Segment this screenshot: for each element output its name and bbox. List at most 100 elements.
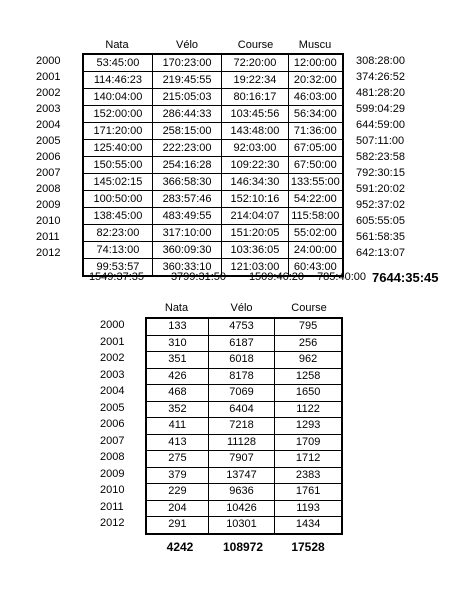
hours-cell: 138:45:00 — [81, 207, 153, 225]
hours-cell: 222:23:00 — [151, 139, 223, 157]
row-total: 605:55:05 — [356, 215, 405, 227]
distance-table: 133 4753 795 310 6187 256 351 6018 962 426 8178 125… — [144, 317, 344, 535]
hours-cell: 19:22:34 — [221, 71, 289, 89]
year-label: 2011 — [36, 231, 60, 243]
distance-cell: 1258 — [274, 367, 344, 385]
distance-col-header-course: Course — [291, 302, 327, 314]
hours-cell: 219:45:55 — [151, 71, 223, 89]
year-label: 2001 — [36, 71, 61, 83]
year-label: 2009 — [100, 467, 125, 480]
row-total: 591:20:02 — [356, 183, 405, 195]
hours-table: 53:45:00 170:23:00 72:20:00 12:00:00 114:46:… — [81, 53, 344, 277]
distance-cell: 6187 — [207, 334, 276, 352]
hours-cell: 72:20:00 — [221, 53, 289, 72]
year-label: 2003 — [100, 368, 125, 381]
distance-total-nata: 4242 — [166, 540, 194, 554]
hours-cell: 24:00:00 — [287, 241, 344, 259]
hours-cell: 286:44:33 — [151, 105, 223, 123]
hours-cell: 283:57:46 — [151, 190, 223, 208]
distance-cell: 4753 — [207, 317, 276, 336]
distance-cell: 229 — [144, 483, 209, 501]
hours-total-muscu: 785:40:00 — [317, 271, 366, 283]
hours-row: 100:50:00 283:57:46 152:10:16 54:22:00 — [81, 190, 344, 208]
hours-row: 53:45:00 170:23:00 72:20:00 12:00:00 — [81, 53, 344, 72]
hours-cell: 125:40:00 — [81, 139, 153, 157]
distance-cell: 468 — [144, 384, 209, 402]
distance-cell: 426 — [144, 367, 209, 385]
year-label: 2006 — [100, 418, 125, 430]
distance-col-header-velo: Vélo — [230, 302, 253, 314]
distance-cell: 411 — [144, 417, 209, 435]
distance-row: 468 7069 1650 — [144, 384, 344, 402]
hours-total-nata: 1549:37:35 — [88, 271, 144, 283]
hours-row: 140:04:00 215:05:03 80:16:17 46:03:00 — [81, 88, 344, 106]
hours-row: 171:20:00 258:15:00 143:48:00 71:36:00 — [81, 122, 344, 140]
hours-cell: 74:13:00 — [81, 241, 153, 259]
hours-cell: 60:43:00 — [287, 258, 344, 277]
year-label: 2002 — [36, 87, 61, 99]
distance-cell: 1193 — [274, 499, 344, 517]
hours-col-header-muscu: Muscu — [298, 39, 332, 51]
hours-cell: 67:05:00 — [287, 139, 344, 157]
distance-cell: 275 — [144, 450, 209, 468]
hours-row: 114:46:23 219:45:55 19:22:34 20:32:00 — [81, 71, 344, 89]
row-total: 308:28:00 — [356, 55, 405, 67]
row-total: 644:59:00 — [356, 119, 405, 131]
distance-row: 352 6404 1122 — [144, 400, 344, 418]
distance-row: 413 11128 1709 — [144, 433, 344, 451]
hours-cell: 152:10:16 — [221, 190, 289, 208]
year-label: 2010 — [100, 484, 125, 496]
distance-row: 351 6018 962 — [144, 351, 344, 369]
hours-row: 152:00:00 286:44:33 103:45:56 56:34:00 — [81, 105, 344, 123]
distance-cell: 10426 — [207, 499, 276, 517]
hours-cell: 317:10:00 — [151, 224, 223, 242]
year-label: 2005 — [36, 135, 61, 147]
hours-row: 138:45:00 483:49:55 214:04:07 115:58:00 — [81, 207, 344, 225]
hours-cell: 103:45:56 — [221, 105, 289, 123]
distance-cell: 1650 — [274, 384, 344, 402]
hours-cell: 258:15:00 — [151, 122, 223, 140]
hours-cell: 360:09:30 — [151, 241, 223, 259]
hours-cell: 100:50:00 — [81, 190, 153, 208]
row-total: 481:28:20 — [356, 87, 405, 99]
hours-cell: 133:55:00 — [287, 173, 344, 191]
hours-cell: 366:58:30 — [151, 173, 223, 191]
hours-cell: 146:34:30 — [221, 173, 289, 191]
hours-cell: 170:23:00 — [151, 53, 223, 72]
hours-col-header-velo: Vélo — [175, 39, 199, 51]
hours-row: 82:23:00 317:10:00 151:20:05 55:02:00 — [81, 224, 344, 242]
distance-cell: 11128 — [207, 433, 276, 451]
hours-cell: 152:00:00 — [81, 105, 153, 123]
distance-row: 411 7218 1293 — [144, 417, 344, 435]
hours-row: 150:55:00 254:16:28 109:22:30 67:50:00 — [81, 156, 344, 174]
hours-grand-total: 7644:35:45 — [372, 270, 439, 285]
hours-cell: 12:00:00 — [287, 53, 344, 72]
hours-cell: 145:02:15 — [81, 173, 153, 191]
hours-cell: 20:32:00 — [287, 71, 344, 89]
distance-cell: 8178 — [207, 367, 276, 385]
hours-cell: 103:36:05 — [221, 241, 289, 259]
distance-cell: 133 — [144, 317, 209, 336]
distance-cell: 1761 — [274, 483, 344, 501]
year-label: 2012 — [100, 517, 125, 529]
hours-cell: 92:03:00 — [221, 139, 289, 157]
distance-cell: 379 — [144, 466, 209, 484]
row-total: 582:23:58 — [356, 151, 405, 163]
distance-cell: 1709 — [274, 433, 344, 451]
row-total: 507:11:00 — [356, 135, 405, 147]
hours-cell: 46:03:00 — [287, 88, 344, 106]
distance-row: 275 7907 1712 — [144, 450, 344, 468]
distance-cell: 13747 — [207, 466, 276, 484]
hours-row: 145:02:15 366:58:30 146:34:30 133:55:00 — [81, 173, 344, 191]
year-label: 2012 — [36, 247, 61, 259]
hours-cell: 115:58:00 — [287, 207, 344, 225]
hours-cell: 53:45:00 — [81, 53, 153, 72]
distance-cell: 795 — [274, 317, 344, 336]
year-label: 2004 — [36, 119, 61, 131]
distance-cell: 10301 — [207, 516, 276, 535]
row-total: 374:26:52 — [356, 71, 405, 83]
year-label: 2011 — [100, 500, 124, 513]
distance-col-header-nata: Nata — [164, 302, 189, 314]
distance-cell: 7069 — [207, 384, 276, 402]
hours-cell: 55:02:00 — [287, 224, 344, 242]
